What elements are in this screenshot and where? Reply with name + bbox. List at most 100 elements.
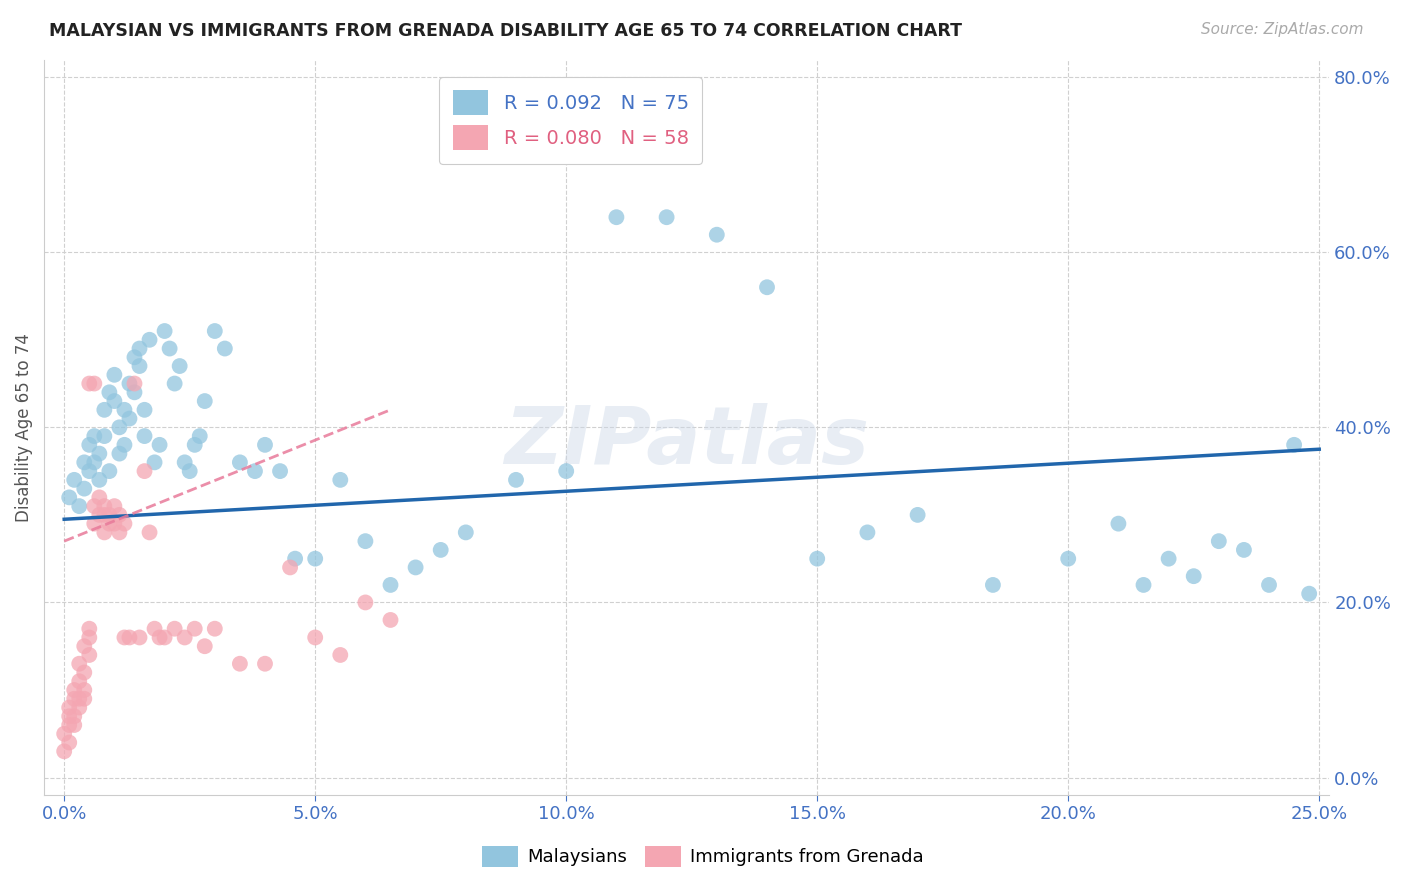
Point [58,735,80,749]
Point [380,578,402,592]
Point [134,402,156,417]
Point [148,631,170,645]
Point [134,464,156,478]
Point [103,499,125,513]
Point [706,227,728,242]
Point [83,516,105,531]
Point [79,631,101,645]
Point [194,639,217,653]
Point [83,429,105,443]
Point [204,622,226,636]
Point [505,473,527,487]
Point [128,631,150,645]
Point [114,631,136,645]
Point [1107,516,1129,531]
Point [118,376,141,391]
Point [79,464,101,478]
Point [1208,534,1230,549]
Point [53,727,76,741]
Point [124,385,146,400]
Point [93,508,115,522]
Point [53,744,76,758]
Point [79,376,101,391]
Point [73,639,96,653]
Point [63,709,86,723]
Point [98,464,121,478]
Point [83,376,105,391]
Point [89,491,111,505]
Point [1132,578,1154,592]
Point [73,482,96,496]
Point [73,455,96,469]
Point [93,499,115,513]
Point [98,516,121,531]
Point [1057,551,1080,566]
Point [108,447,131,461]
Point [194,394,217,409]
Point [108,420,131,434]
Legend: R = 0.092   N = 75, R = 0.080   N = 58: R = 0.092 N = 75, R = 0.080 N = 58 [440,77,702,163]
Point [73,683,96,698]
Point [103,368,125,382]
Point [93,525,115,540]
Point [329,648,352,662]
Point [138,525,160,540]
Point [655,210,678,224]
Point [128,342,150,356]
Point [429,542,451,557]
Point [179,464,201,478]
Point [907,508,929,522]
Point [83,499,105,513]
Point [163,622,186,636]
Point [143,455,166,469]
Point [79,622,101,636]
Point [67,499,90,513]
Point [354,534,377,549]
Point [269,464,291,478]
Point [555,464,578,478]
Point [173,631,195,645]
Point [243,464,266,478]
Point [58,491,80,505]
Point [229,455,252,469]
Point [169,359,191,373]
Point [253,657,276,671]
Point [89,508,111,522]
Point [304,631,326,645]
Point [806,551,828,566]
Point [58,718,80,732]
Point [173,455,195,469]
Text: ZIPatlas: ZIPatlas [505,403,869,481]
Point [153,631,176,645]
Point [93,402,115,417]
Point [188,429,211,443]
Point [67,657,90,671]
Point [93,429,115,443]
Point [114,516,136,531]
Point [856,525,879,540]
Point [114,402,136,417]
Point [108,508,131,522]
Point [148,438,170,452]
Point [114,438,136,452]
Point [89,447,111,461]
Point [981,578,1004,592]
Point [79,438,101,452]
Point [253,438,276,452]
Point [58,709,80,723]
Point [183,622,205,636]
Legend: Malaysians, Immigrants from Grenada: Malaysians, Immigrants from Grenada [475,838,931,874]
Point [63,683,86,698]
Point [63,691,86,706]
Point [214,342,236,356]
Point [103,394,125,409]
Point [1157,551,1180,566]
Point [63,718,86,732]
Point [118,411,141,425]
Point [58,700,80,714]
Point [124,351,146,365]
Point [63,473,86,487]
Point [67,691,90,706]
Point [163,376,186,391]
Point [1233,542,1256,557]
